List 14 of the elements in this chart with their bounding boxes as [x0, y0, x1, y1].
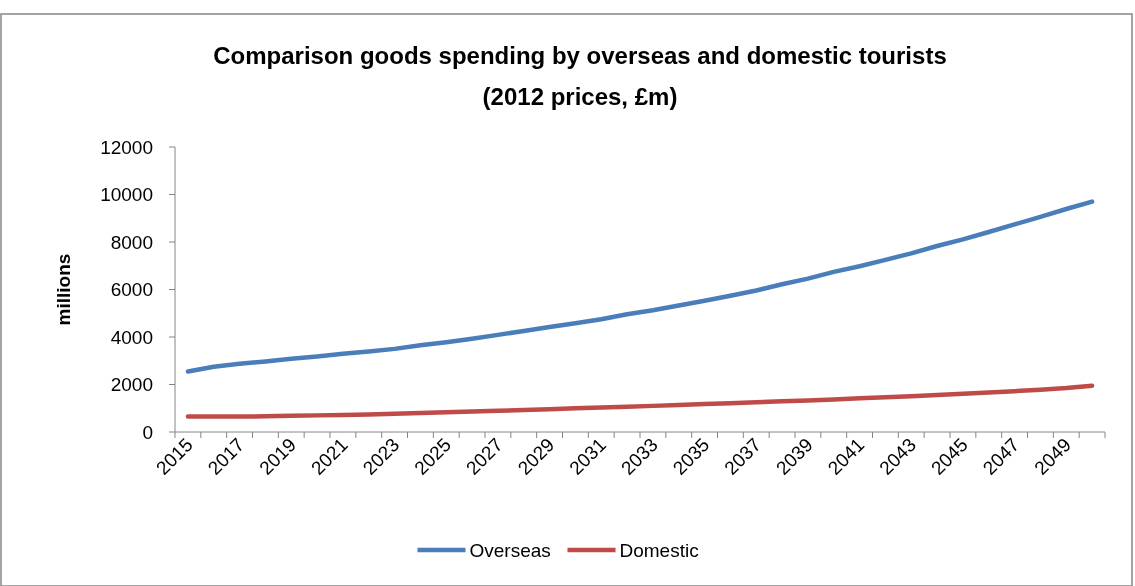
chart-subtitle: (2012 prices, £m)	[482, 83, 678, 110]
y-tick-label: 12000	[100, 136, 153, 158]
y-axis-title: millions	[53, 253, 74, 326]
y-tick-label: 4000	[110, 326, 153, 348]
chart-title: Comparison goods spending by overseas and domestic tourists	[213, 42, 947, 69]
line-series	[185, 199, 1095, 374]
legend-label: Overseas	[469, 539, 551, 561]
y-tick-label: 2000	[110, 374, 153, 396]
y-tick-label: 10000	[100, 184, 153, 206]
y-tick-label: 0	[142, 421, 153, 443]
y-tick-label: 6000	[110, 279, 153, 301]
legend-label: Domestic	[619, 539, 699, 561]
line-series	[185, 383, 1095, 419]
y-tick-label: 8000	[110, 231, 153, 253]
